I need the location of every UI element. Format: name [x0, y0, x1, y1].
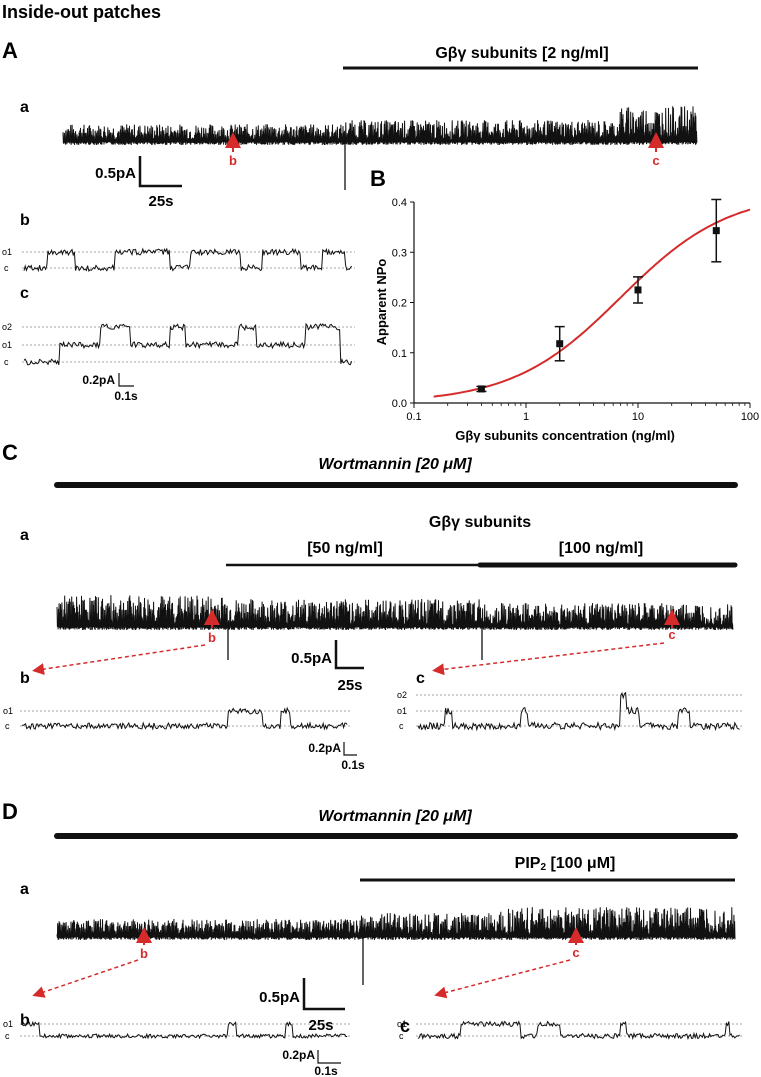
panel-d-b-c-label: c [5, 1031, 10, 1041]
y-tick-label: 0.1 [392, 348, 407, 360]
panel-a-b-o1-label: o1 [2, 247, 12, 257]
panel-a-c-o1-label: o1 [2, 340, 12, 350]
panel-d-marker-b: b [32, 927, 152, 998]
panel-c-scale-bar: 0.5pA 25s [291, 640, 364, 694]
svg-text:0.2pA: 0.2pA [308, 741, 341, 755]
svg-text:0.2pA: 0.2pA [282, 1048, 315, 1062]
svg-text:0.1s: 0.1s [341, 758, 365, 772]
x-tick-label: 10 [632, 411, 644, 423]
panel-c-c-c-label: c [399, 721, 404, 731]
panel-b-chart: 0.00.10.20.30.40.1 1 10 100 [392, 197, 759, 423]
panel-b-xlabel: Gβγ subunits concentration (ng/ml) [455, 428, 675, 443]
panel-a-gbg-label: Gβγ subunits [2 ng/ml] [435, 45, 608, 62]
data-point-3 [712, 227, 720, 235]
svg-text:25s: 25s [337, 677, 362, 694]
panel-d-row-a: a [20, 881, 29, 898]
x-tick-label: 1 [523, 411, 529, 423]
panel-d-scale-bar: 0.5pA 25s [259, 978, 345, 1034]
svg-text:0.5pA: 0.5pA [291, 650, 332, 667]
fit-curve [433, 208, 751, 398]
panel-a-main-trace [62, 106, 698, 190]
svg-text:c: c [572, 945, 579, 960]
svg-text:0.1s: 0.1s [314, 1064, 338, 1077]
panel-c-row-c: c [416, 670, 425, 687]
trace-noise [56, 907, 736, 941]
panel-d-marker-c: c [434, 927, 584, 999]
panel-c-gbg-label: Gβγ subunits [429, 514, 531, 531]
panel-a-row-c: c [20, 285, 29, 302]
panel-d-row-b: b [20, 1012, 30, 1029]
panel-c-row-b: b [20, 670, 30, 687]
svg-text:b: b [208, 630, 216, 645]
panel-a-marker-b: b [225, 132, 241, 168]
panel-c-wortmannin-label: Wortmannin [20 μM] [318, 456, 472, 473]
panel-d-label: D [2, 799, 18, 824]
data-point-2 [634, 286, 642, 294]
panel-c-conc1-label: [50 ng/ml] [307, 540, 383, 557]
svg-text:25s: 25s [148, 193, 173, 210]
y-tick-label: 0.0 [392, 398, 407, 410]
panel-c-c-trace [417, 691, 740, 732]
trace-noise [56, 595, 734, 631]
svg-text:b: b [229, 153, 237, 168]
panel-a-row-b: b [20, 212, 30, 229]
panel-d-small-scale-bar: 0.2pA 0.1s [282, 1048, 341, 1077]
panel-c-b-o1-label: o1 [3, 706, 13, 716]
panel-d-c-o1-label: o1 [397, 1019, 407, 1029]
panel-a-label: A [2, 38, 18, 63]
panel-c-small-scale-bar: 0.2pA 0.1s [308, 741, 365, 772]
svg-text:c: c [668, 627, 675, 642]
svg-text:0.1s: 0.1s [114, 389, 138, 403]
panel-a-marker-c: c [648, 132, 664, 168]
panel-c-c-o2-label: o2 [397, 690, 407, 700]
x-tick-label: 0.1 [406, 411, 421, 423]
panel-a-b-c-label: c [4, 263, 9, 273]
panel-a-c-trace [23, 322, 353, 366]
panel-b-ylabel: Apparent NPo [374, 259, 389, 346]
panel-d-c-trace [417, 1020, 740, 1041]
panel-c-conc2-label: [100 ng/ml] [559, 540, 643, 557]
svg-text:0.2pA: 0.2pA [82, 373, 115, 387]
panel-c-c-o1-label: o1 [397, 706, 407, 716]
panel-a-b-trace [23, 247, 353, 273]
svg-text:b: b [140, 946, 148, 961]
panel-a-row-a: a [20, 99, 29, 116]
svg-text:c: c [652, 153, 659, 168]
trace-noise [62, 106, 698, 146]
panel-a-small-scale-bar: 0.2pA 0.1s [82, 373, 138, 403]
panel-c-marker-c: c [432, 609, 680, 676]
panel-d-pip2-label: PIP2 [100 μM] [515, 855, 616, 873]
panel-b-label: B [370, 166, 386, 191]
svg-text:25s: 25s [308, 1017, 333, 1034]
panel-d-b-trace [21, 1020, 348, 1040]
panel-d-c-c-label: c [399, 1031, 404, 1041]
y-tick-label: 0.4 [392, 197, 407, 209]
panel-a-c-o2-label: o2 [2, 322, 12, 332]
data-point-0 [477, 385, 485, 393]
svg-text:0.5pA: 0.5pA [259, 989, 300, 1006]
x-tick-label: 100 [741, 411, 759, 423]
y-tick-label: 0.2 [392, 298, 407, 310]
panel-c-marker-b: b [32, 609, 220, 676]
panel-d-b-o1-label: o1 [3, 1019, 13, 1029]
panel-a-scale-bar: 0.5pA 25s [95, 156, 182, 210]
panel-d-row-c: c [400, 1016, 410, 1036]
panel-c-row-a: a [20, 527, 29, 544]
panel-d-main-trace [56, 907, 736, 985]
y-tick-label: 0.3 [392, 247, 407, 259]
svg-text:0.5pA: 0.5pA [95, 165, 136, 182]
panel-c-label: C [2, 440, 18, 465]
data-point-1 [556, 340, 564, 348]
panel-c-main-trace [56, 595, 734, 660]
figure-title: Inside-out patches [2, 2, 161, 22]
panel-c-b-trace [21, 706, 348, 731]
panel-a-c-c-label: c [4, 357, 9, 367]
panel-c-b-c-label: c [5, 721, 10, 731]
panel-d-wortmannin-label: Wortmannin [20 μM] [318, 808, 472, 825]
